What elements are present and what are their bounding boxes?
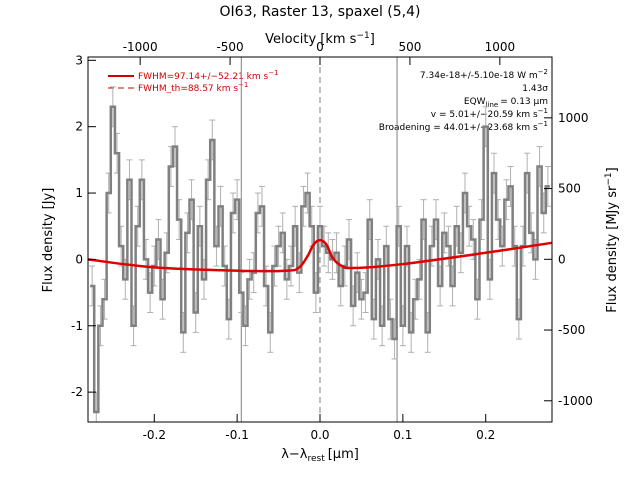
y-tick-label: 2 [75, 120, 83, 134]
x-tick-label: -0.2 [143, 428, 166, 442]
legend-fwhm-th: FWHM_th=88.57 km s−1 [138, 81, 248, 94]
top-x-tick-label: 0 [316, 40, 324, 54]
data-step-line [90, 105, 550, 414]
y-tick-label: 0 [75, 252, 83, 266]
fit-curve [87, 238, 553, 273]
x-tick-label: -0.1 [225, 428, 248, 442]
legend-fwhm: FWHM=97.14+/−52.21 km s−1 [138, 69, 279, 82]
right-y-tick-label: 0 [558, 252, 566, 266]
annotation-velocity: v = 5.01+/−20.59 km s−1 [431, 107, 548, 120]
top-x-tick-label: 1000 [485, 40, 516, 54]
top-x-axis-label: Velocity [km s−1] [265, 31, 375, 47]
annotation-broadening: Broadening = 44.01+/−23.68 km s−1 [379, 120, 548, 133]
right-y-tick-label: 500 [558, 182, 581, 196]
annotation-eqw: EQWline = 0.13 μm [464, 97, 548, 109]
y-axis-label: Flux density [Jy] [41, 188, 56, 293]
right-y-tick-label: 1000 [558, 111, 589, 125]
right-y-axis-label: Flux density [MJy sr−1] [604, 167, 620, 312]
x-tick-label: 0.2 [476, 428, 495, 442]
annotation-flux: 7.34e-18+/-5.10e-18 W m−2 [420, 68, 548, 81]
right-y-tick-label: -500 [558, 323, 585, 337]
x-tick-label: 0.1 [393, 428, 412, 442]
top-x-tick-label: -500 [216, 40, 243, 54]
annotation-sigma: 1.43σ [522, 84, 548, 94]
fit-annotations: 7.34e-18+/-5.10e-18 W m−2 1.43σ EQWline =… [379, 68, 548, 133]
chart-title: OI63, Raster 13, spaxel (5,4) [220, 4, 421, 20]
y-tick-label: -1 [71, 319, 83, 333]
y-tick-label: 1 [75, 186, 83, 200]
x-tick-label: 0.0 [310, 428, 329, 442]
right-y-tick-label: -1000 [558, 394, 593, 408]
y-tick-label: 3 [75, 53, 83, 67]
top-x-tick-label: 500 [398, 40, 421, 54]
x-axis-label: λ−λrest [μm] [281, 447, 359, 464]
legend: FWHM=97.14+/−52.21 km s−1 FWHM_th=88.57 … [108, 69, 279, 94]
y-tick-label: -2 [71, 385, 83, 399]
top-x-tick-label: -1000 [123, 40, 158, 54]
